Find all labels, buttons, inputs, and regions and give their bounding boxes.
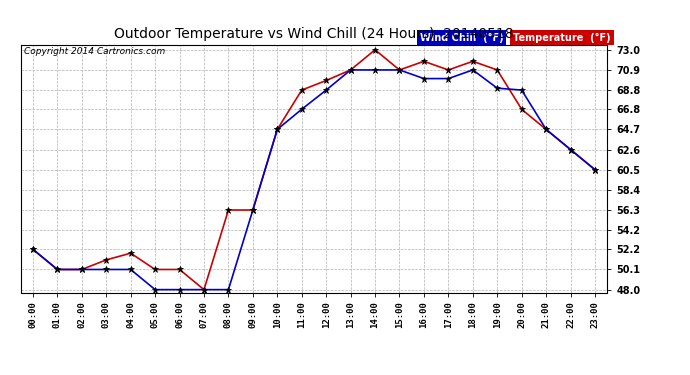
- Title: Outdoor Temperature vs Wind Chill (24 Hours)  20140518: Outdoor Temperature vs Wind Chill (24 Ho…: [114, 27, 514, 41]
- Text: Copyright 2014 Cartronics.com: Copyright 2014 Cartronics.com: [23, 48, 165, 57]
- Text: Temperature  (°F): Temperature (°F): [513, 33, 611, 42]
- Text: Wind Chill  (°F): Wind Chill (°F): [420, 33, 503, 42]
